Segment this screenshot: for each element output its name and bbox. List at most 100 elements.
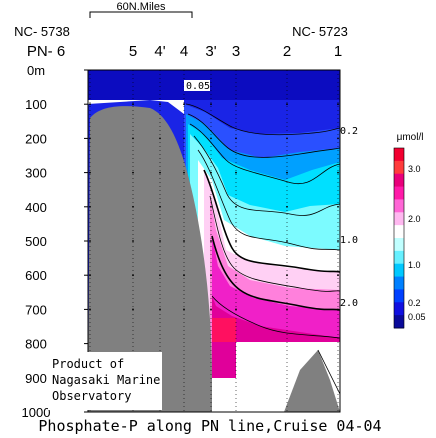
contour-line-0 xyxy=(185,103,341,136)
footnote-line: Nagasaki Marine xyxy=(52,373,160,387)
sample-dot xyxy=(337,171,339,174)
sample-dot xyxy=(210,171,212,174)
no-data-mask-column xyxy=(212,378,236,412)
sample-dot xyxy=(89,308,91,311)
sample-dot xyxy=(159,171,161,174)
sample-dot xyxy=(132,205,134,208)
sample-dot xyxy=(286,274,288,277)
y-tick-label: 600 xyxy=(25,268,47,283)
sample-dot xyxy=(235,137,237,140)
sample-dot xyxy=(337,240,339,242)
sample-dot xyxy=(337,274,339,277)
contour-line-4 xyxy=(197,149,341,251)
contour-label-bg xyxy=(184,80,210,91)
contour-line-8 xyxy=(211,295,341,339)
colorbar-swatch xyxy=(394,199,404,213)
scale-bar xyxy=(89,11,193,18)
y-tick-label: 500 xyxy=(25,234,47,249)
chart-title: Phosphate-P along PN line,Cruise 04-04 xyxy=(38,417,381,435)
station-label: 4 xyxy=(180,43,188,60)
sample-dot xyxy=(183,205,185,208)
sample-dot xyxy=(210,103,212,106)
station-label: 2 xyxy=(283,43,291,60)
colorbar-tick-label: 2.0 xyxy=(408,214,421,224)
contour-layer xyxy=(185,103,341,339)
sample-dot xyxy=(210,308,212,311)
sample-dot xyxy=(286,308,288,311)
sample-dot xyxy=(183,137,185,140)
sample-dot xyxy=(89,103,91,106)
contour-label: 0.05 xyxy=(186,81,210,92)
sample-dot xyxy=(183,103,185,106)
station-label: 1 xyxy=(334,43,342,60)
colorbar-tick-label: 0.2 xyxy=(408,298,421,308)
sample-dot xyxy=(286,137,288,140)
scale-bar-label: 60N.Miles xyxy=(117,1,166,13)
colorbar-swatch xyxy=(394,315,404,329)
sample-dot xyxy=(159,103,161,106)
sample-dot xyxy=(337,137,339,140)
colorbar-swatch xyxy=(394,225,404,239)
color-band-11 xyxy=(212,318,236,342)
seafloor-right xyxy=(284,350,340,412)
colorbar: μmol/l 3.0 2.0 1.0 0.2 0.05 xyxy=(393,132,426,329)
footnote-line: Observatory xyxy=(52,389,131,403)
sample-dot xyxy=(286,103,288,106)
y-tick-label: 200 xyxy=(25,131,47,146)
sample-dot xyxy=(183,240,185,242)
sample-dot xyxy=(337,103,339,106)
sample-dot xyxy=(286,205,288,208)
sample-dot xyxy=(132,103,134,106)
sample-dot xyxy=(132,308,134,311)
labels-layer: PN- 6 5 4' 4 3' 3 2 1 NC- 5738 NC- 5723 60N.Miles P… xyxy=(14,1,381,435)
axis-layer: 0m 100 200 300 400 500 600 700 800 900 1000 xyxy=(22,63,88,420)
contour-label: 1.0 xyxy=(340,235,358,246)
bathymetry-layer xyxy=(88,106,341,412)
sample-dot xyxy=(235,205,237,208)
seafloor-ridge-line xyxy=(317,349,341,395)
contour-line-5 xyxy=(203,169,341,273)
y-tick-label: 0m xyxy=(27,63,45,78)
sample-dot xyxy=(132,137,134,140)
colorbar-tick-label: 1.0 xyxy=(408,260,421,270)
sample-dot xyxy=(159,137,161,140)
contour-label: 0.2 xyxy=(340,126,358,137)
contour-line-6 xyxy=(209,195,341,292)
colorbar-swatch xyxy=(394,186,404,200)
sample-dot xyxy=(89,274,91,277)
station-lines-layer xyxy=(89,70,339,412)
y-tick-label: 400 xyxy=(25,200,47,215)
station-label: 3 xyxy=(232,43,240,60)
colorbar-swatch xyxy=(394,238,404,252)
contour-line-1 xyxy=(187,113,341,158)
sample-dot xyxy=(89,171,91,174)
sample-dot xyxy=(183,308,185,311)
sample-dot xyxy=(337,205,339,208)
sample-dot xyxy=(286,240,288,242)
sample-dot xyxy=(89,205,91,208)
colorbar-unit: μmol/l xyxy=(397,132,424,143)
footnote-box: Product of Nagasaki Marine Observatory xyxy=(48,352,162,410)
y-tick-label: 800 xyxy=(25,337,47,352)
sample-dot xyxy=(210,205,212,208)
colorbar-frame xyxy=(393,147,405,329)
sample-dot xyxy=(183,274,185,277)
colorbar-swatch xyxy=(394,289,404,303)
sample-dot xyxy=(159,308,161,311)
sample-dot xyxy=(286,171,288,174)
station-label: PN- 6 xyxy=(27,43,65,60)
y-tick-label: 1000 xyxy=(22,405,51,420)
sample-dot xyxy=(159,205,161,208)
sample-dot xyxy=(210,240,212,242)
contour-line-3 xyxy=(193,135,341,216)
sample-dot xyxy=(210,137,212,140)
y-tick-label: 700 xyxy=(25,302,47,317)
footnote-line: Product of xyxy=(52,357,124,371)
sample-dot xyxy=(235,240,237,242)
sample-dot xyxy=(89,240,91,242)
colorbar-swatch xyxy=(394,250,404,265)
colorbar-tick-label: 3.0 xyxy=(408,164,421,174)
colorbar-tick-label: 0.05 xyxy=(408,312,426,322)
sample-dot xyxy=(159,240,161,242)
colorbar-swatch xyxy=(394,276,404,290)
